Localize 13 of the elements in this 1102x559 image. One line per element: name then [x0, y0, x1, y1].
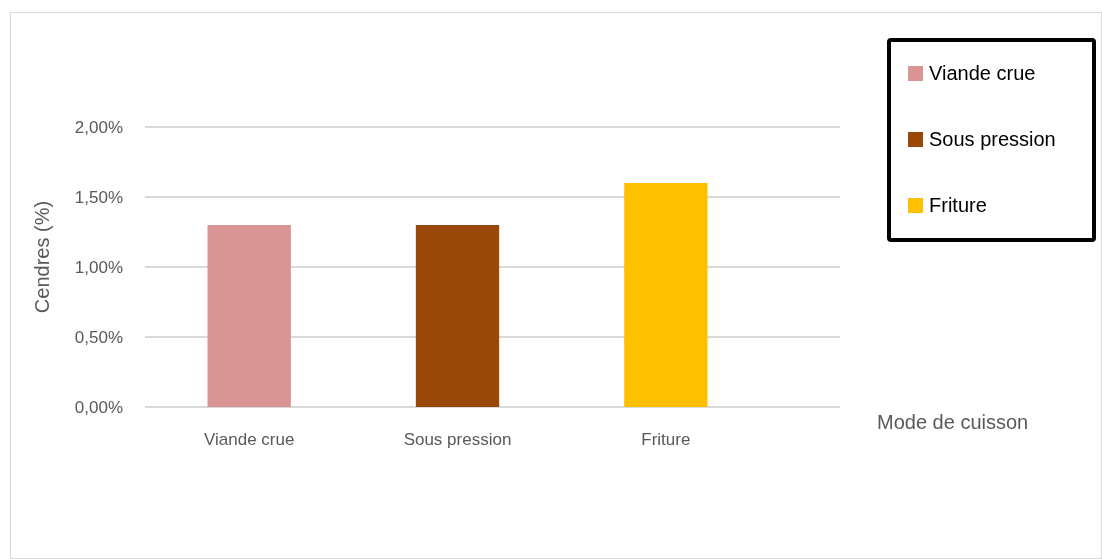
legend-label: Sous pression: [929, 128, 1056, 150]
x-tick-label: Viande crue: [203, 429, 295, 449]
y-axis-title: Cendres (%): [31, 200, 53, 314]
y-tick-label: 1,50%: [74, 187, 123, 207]
y-tick-label: 1,00%: [74, 257, 123, 277]
x-tick-label: Sous pression: [403, 429, 512, 449]
y-tick-label: 0,50%: [74, 327, 123, 347]
x-tick-label: Friture: [641, 429, 691, 449]
y-tick-label: 0,00%: [74, 397, 123, 417]
y-tick-label: 2,00%: [74, 117, 123, 137]
legend-label: Friture: [929, 194, 987, 216]
legend-label: Viande crue: [929, 62, 1036, 84]
x-axis-title: Mode de cuisson: [877, 411, 1029, 433]
